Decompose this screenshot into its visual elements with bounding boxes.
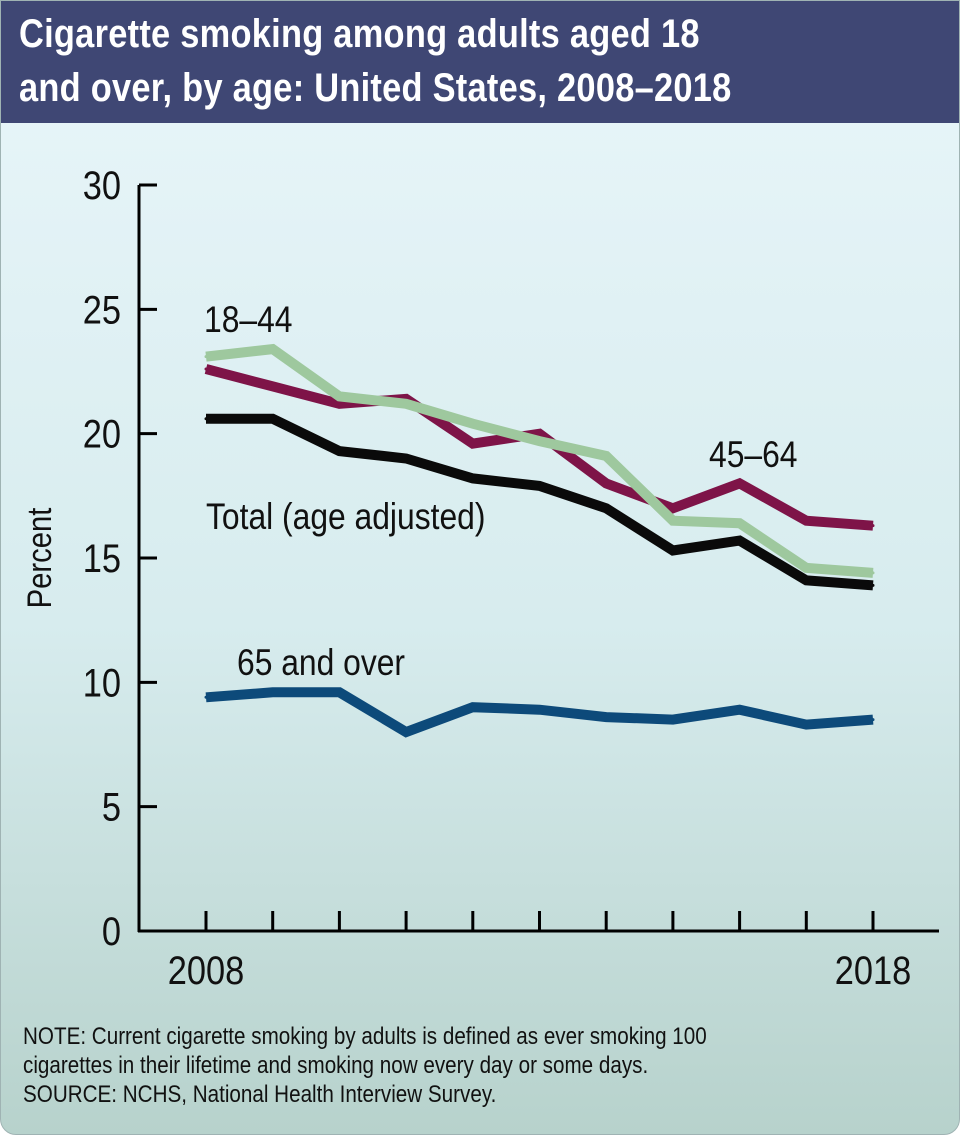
- note-line-2: cigarettes in their lifetime and smoking…: [23, 1052, 649, 1079]
- data-point-total-2015: [671, 549, 675, 553]
- data-point-total-2018: [871, 583, 875, 587]
- chart-title-line-1: Cigarette smoking among adults aged 18: [19, 12, 700, 56]
- y-tick-label-15: 15: [83, 536, 121, 581]
- chart-axes: [137, 185, 939, 933]
- y-tick-label-10: 10: [83, 660, 121, 705]
- chart-title: Cigarette smoking among adults aged 18 a…: [19, 7, 819, 115]
- data-point-s1844-2013: [538, 439, 541, 443]
- x-tick-label-2018: 2018: [835, 948, 912, 993]
- data-point-total-2013: [538, 484, 541, 488]
- data-point-s4564-2015: [671, 506, 675, 510]
- data-point-total-2010: [337, 449, 341, 453]
- y-tick-label-30: 30: [83, 163, 121, 208]
- y-axis-label: Percent: [20, 507, 59, 608]
- data-point-s1844-2015: [671, 519, 675, 523]
- data-point-s1844-2008: [204, 355, 208, 359]
- title-banner: Cigarette smoking among adults aged 18 a…: [1, 1, 959, 123]
- data-point-total-2016: [738, 539, 742, 543]
- data-point-s4564-2012: [471, 442, 475, 446]
- data-point-s65-2016: [738, 708, 742, 712]
- data-point-s65-2009: [271, 690, 275, 694]
- data-point-s4564-2013: [538, 432, 541, 436]
- data-point-s65-2017: [804, 723, 808, 727]
- data-point-total-2012: [471, 476, 475, 480]
- series-label-18-44: 18–44: [204, 300, 292, 341]
- x-tick-label-2008: 2008: [168, 948, 245, 993]
- data-point-total-2011: [404, 457, 408, 461]
- data-point-total-2009: [271, 417, 275, 421]
- data-point-s65-2018: [871, 718, 875, 722]
- source-line: SOURCE: NCHS, National Health Interview …: [23, 1081, 497, 1108]
- data-point-total-2014: [604, 506, 608, 510]
- data-point-s4564-2016: [738, 481, 742, 485]
- data-point-s1844-2011: [404, 402, 408, 406]
- data-point-s4564-2009: [271, 384, 275, 388]
- data-point-s1844-2016: [738, 521, 742, 525]
- series-line-s65: [205, 687, 874, 738]
- y-tick-label-25: 25: [83, 287, 121, 332]
- y-tick-label-20: 20: [83, 411, 121, 456]
- data-point-s4564-2008: [204, 367, 208, 371]
- data-point-s4564-2014: [604, 481, 608, 485]
- data-point-s1844-2018: [871, 571, 875, 575]
- series-label-45-64: 45–64: [709, 435, 797, 476]
- data-point-s4564-2018: [871, 524, 875, 528]
- data-point-s65-2008: [204, 695, 208, 699]
- chart-title-line-2: and over, by age: United States, 2008–20…: [19, 66, 732, 110]
- data-point-total-2008: [204, 417, 208, 421]
- chart-ticks: 0 5 10 15 20 25 30 2008 2018: [83, 163, 912, 993]
- data-point-s1844-2017: [804, 566, 808, 570]
- data-point-s65-2013: [538, 708, 541, 712]
- data-point-s65-2010: [337, 690, 341, 694]
- series-label-total: Total (age adjusted): [206, 497, 485, 538]
- chart-series: [204, 343, 875, 738]
- figure-note: NOTE: Current cigarette smoking by adult…: [23, 1022, 959, 1109]
- data-point-total-2017: [804, 578, 808, 582]
- data-point-s65-2011: [404, 730, 408, 734]
- y-tick-label-5: 5: [102, 784, 121, 829]
- data-point-s4564-2010: [337, 402, 341, 406]
- data-point-s1844-2014: [604, 454, 608, 458]
- data-point-s1844-2009: [271, 347, 275, 351]
- series-label-65-and-over: 65 and over: [237, 643, 405, 684]
- data-point-s4564-2017: [804, 519, 808, 523]
- data-point-s65-2015: [671, 718, 675, 722]
- data-point-s65-2014: [604, 715, 608, 719]
- data-point-s65-2012: [471, 705, 475, 709]
- data-point-s1844-2012: [471, 422, 475, 426]
- data-point-s1844-2010: [337, 394, 341, 398]
- note-line-1: NOTE: Current cigarette smoking by adult…: [23, 1023, 707, 1050]
- y-tick-label-0: 0: [102, 909, 121, 954]
